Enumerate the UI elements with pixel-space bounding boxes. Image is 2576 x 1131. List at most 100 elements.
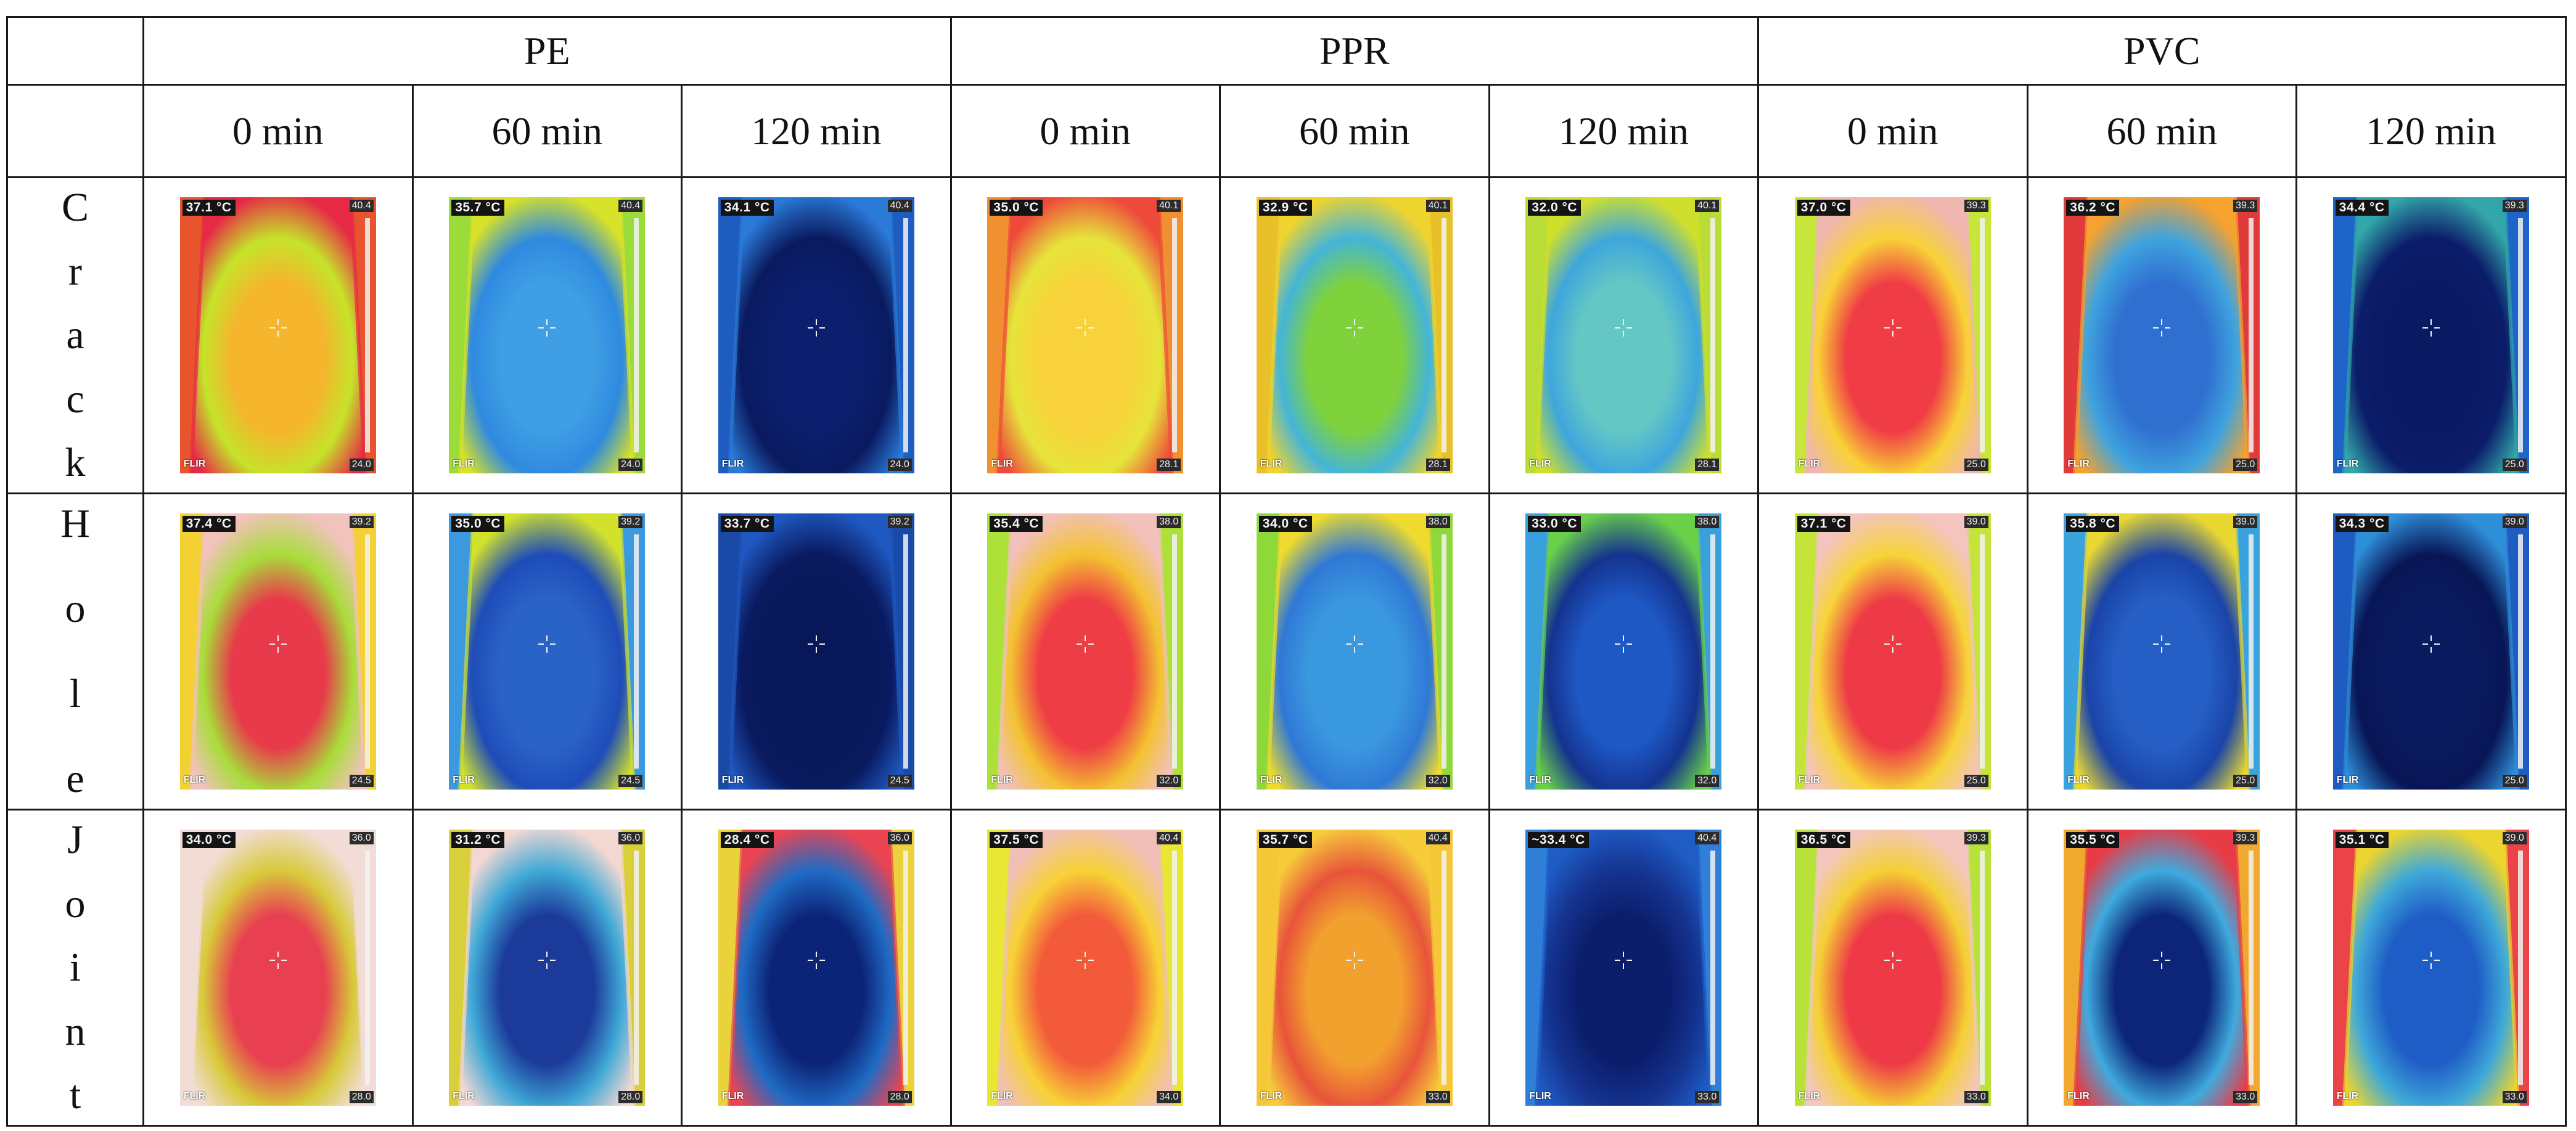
scale-max-value: 39.3 [1964, 832, 1988, 844]
scale-max-value: 39.2 [349, 516, 374, 528]
material-header-pe: PE [142, 16, 952, 86]
thermal-heatmap [449, 197, 646, 473]
material-header-row: PE PPR PVC [6, 16, 2567, 86]
thermal-image: 35.7 °C 40.4 33.0 FLIR [1256, 830, 1453, 1106]
panel-edge-left [2342, 830, 2360, 1106]
crosshair-icon [1345, 952, 1363, 969]
scale-max-value: 39.3 [2233, 200, 2258, 212]
panel-edge-left [996, 197, 1014, 473]
thermal-image: 36.2 °C 39.3 25.0 FLIR [2064, 197, 2260, 473]
scale-max-value: 39.0 [2502, 832, 2527, 844]
defect-label-letter: n [65, 1008, 86, 1054]
time-header: 60 min [411, 84, 683, 178]
scale-min-value: 25.0 [2502, 459, 2527, 471]
thermal-image: 37.0 °C 39.3 25.0 FLIR [1794, 197, 1991, 473]
time-header: 0 min [950, 84, 1221, 178]
panel-edge-right [1695, 513, 1713, 790]
scale-min-value: 32.0 [1425, 775, 1450, 787]
scale-max-value: 39.0 [2502, 516, 2527, 528]
scale-min-value: 33.0 [1964, 1091, 1988, 1103]
scale-max-value: 36.0 [618, 832, 643, 844]
scale-max-value: 40.4 [1695, 832, 1720, 844]
defect-label-letter: l [69, 671, 81, 716]
thermal-heatmap [179, 513, 376, 790]
scale-min-value: 24.0 [887, 459, 912, 471]
thermal-image: 34.4 °C 39.3 25.0 FLIR [2332, 197, 2529, 473]
crosshair-icon [1884, 319, 1901, 337]
scale-min-value: 28.1 [1157, 459, 1181, 471]
panel-edge-right [2233, 197, 2251, 473]
spot-temperature-readout: 35.8 °C [2066, 516, 2120, 532]
panel-edge-right [1157, 513, 1175, 790]
thermal-image: 34.1 °C 40.4 24.0 FLIR [718, 197, 914, 473]
scale-min-value: 33.0 [2502, 1091, 2527, 1103]
flir-logo: FLIR [1798, 459, 1821, 469]
thermal-heatmap [987, 197, 1184, 473]
scale-max-value: 40.4 [887, 200, 912, 212]
spot-temperature-readout: 35.4 °C [990, 516, 1043, 532]
thermal-cell: 32.0 °C 40.1 28.1 FLIR [1488, 176, 1760, 494]
time-header: 120 min [681, 84, 952, 178]
flir-logo: FLIR [453, 775, 475, 785]
crosshair-icon [2422, 635, 2440, 653]
crosshair-icon [1077, 635, 1094, 653]
crosshair-icon [269, 952, 287, 969]
thermal-heatmap [449, 830, 646, 1106]
scale-max-value: 40.1 [1157, 200, 1181, 212]
spot-temperature-readout: 35.5 °C [2066, 832, 2120, 848]
defect-label-letter: r [68, 248, 82, 294]
flir-logo: FLIR [2067, 459, 2090, 469]
thermal-cell: 34.4 °C 39.3 25.0 FLIR [2295, 176, 2567, 494]
panel-edge-left [458, 513, 476, 790]
thermal-cell: 35.1 °C 39.0 33.0 FLIR [2295, 809, 2567, 1127]
scale-max-value: 39.2 [618, 516, 643, 528]
thermal-cell: 37.5 °C 40.4 34.0 FLIR [950, 809, 1221, 1127]
crosshair-icon [807, 319, 825, 337]
scale-max-value: 39.0 [2233, 516, 2258, 528]
spot-temperature-readout: 35.0 °C [990, 200, 1043, 216]
defect-label-letter: c [66, 376, 84, 422]
panel-edge-left [1803, 197, 1821, 473]
spot-temperature-readout: 37.4 °C [182, 516, 236, 532]
thermal-heatmap [2064, 197, 2260, 473]
scale-min-value: 24.5 [618, 775, 643, 787]
thermal-image: 37.5 °C 40.4 34.0 FLIR [987, 830, 1184, 1106]
panel-edge-right [887, 513, 905, 790]
flir-logo: FLIR [2067, 1091, 2090, 1101]
spot-temperature-readout: 37.1 °C [182, 200, 236, 216]
thermal-cell: 28.4 °C 36.0 28.0 FLIR [681, 809, 952, 1127]
thermal-image: 35.7 °C 40.4 24.0 FLIR [449, 197, 646, 473]
scale-min-value: 28.0 [618, 1091, 643, 1103]
thermal-heatmap [1256, 513, 1453, 790]
panel-edge-left [1803, 513, 1821, 790]
scale-min-value: 33.0 [1695, 1091, 1720, 1103]
thermal-image: 33.0 °C 38.0 32.0 FLIR [1525, 513, 1722, 790]
temperature-scale-bar [2249, 218, 2254, 452]
spot-temperature-readout: 34.1 °C [720, 200, 774, 216]
crosshair-icon [1615, 635, 1633, 653]
panel-edge-left [1265, 197, 1283, 473]
time-header: 60 min [2026, 84, 2298, 178]
crosshair-icon [2422, 952, 2440, 969]
defect-label-letter: o [65, 881, 86, 926]
flir-logo: FLIR [1529, 1091, 1551, 1101]
temperature-scale-bar [364, 851, 370, 1085]
thermal-cell: 33.0 °C 38.0 32.0 FLIR [1488, 492, 1760, 810]
thermal-cell: 35.0 °C 40.1 28.1 FLIR [950, 176, 1221, 494]
time-header-row: 0 min 60 min 120 min 0 min 60 min 120 mi… [6, 84, 2567, 178]
panel-edge-left [727, 513, 745, 790]
thermal-heatmap [449, 513, 646, 790]
crosshair-icon [2153, 635, 2171, 653]
thermal-image: 31.2 °C 36.0 28.0 FLIR [449, 830, 646, 1106]
crosshair-icon [1615, 319, 1633, 337]
spot-temperature-readout: 34.0 °C [182, 832, 236, 848]
crosshair-icon [1345, 635, 1363, 653]
flir-logo: FLIR [183, 459, 206, 469]
thermal-heatmap [2064, 830, 2260, 1106]
panel-edge-left [189, 513, 207, 790]
flir-logo: FLIR [1260, 1091, 1282, 1101]
